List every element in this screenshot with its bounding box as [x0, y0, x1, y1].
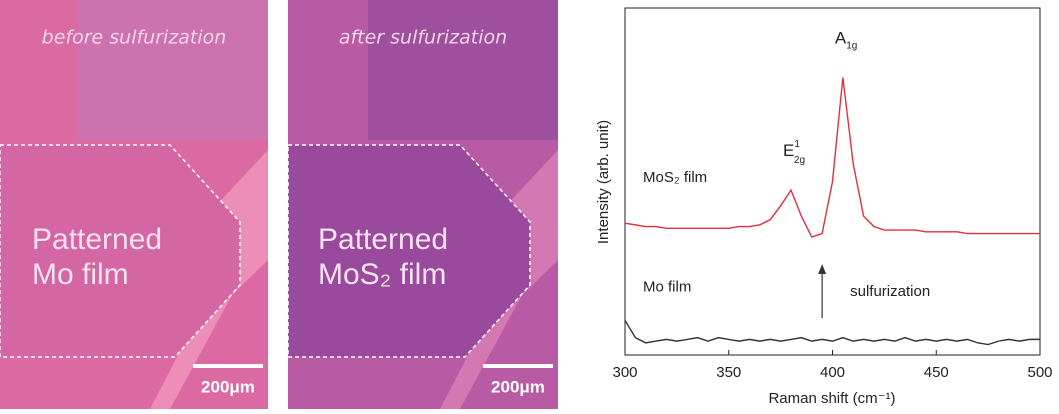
caption: after sulfurization: [339, 27, 507, 49]
series-line: [625, 320, 1040, 344]
micrograph-before: before sulfurization Patterned Mo film 2…: [0, 0, 268, 409]
peak-label-sub: 2g: [794, 155, 805, 166]
panel-label: Patterned: [32, 223, 162, 256]
x-tick-label: 500: [1027, 364, 1052, 381]
peak-label-main: E: [783, 142, 794, 161]
caption: before sulfurization: [42, 27, 227, 49]
panel-label: Mo film: [32, 258, 129, 291]
x-tick-label: 350: [716, 364, 741, 381]
scale-bar-label: 200μm: [201, 377, 255, 396]
x-tick-label: 300: [612, 364, 637, 381]
panel-label: MoS₂ film: [318, 258, 446, 291]
annotation-arrowhead: [818, 264, 826, 274]
peak-label-sub: 1g: [846, 40, 857, 51]
x-axis-label: Raman shift (cm⁻¹): [768, 390, 895, 407]
series-label: Mo film: [643, 278, 691, 295]
peak-label-main: A: [835, 29, 847, 48]
series-line: [625, 77, 1040, 237]
x-tick-label: 400: [820, 364, 845, 381]
figure: before sulfurization Patterned Mo film 2…: [0, 0, 1059, 409]
peak-label: A1g: [835, 29, 857, 51]
panel-label: Patterned: [318, 223, 448, 256]
annotation: sulfurization: [850, 283, 930, 300]
peak-label-sup: 1: [794, 139, 800, 150]
micrograph-after: after sulfurization Patterned MoS₂ film …: [288, 0, 558, 409]
scale-bar-label: 200μm: [491, 377, 545, 396]
peak-label: E1 2g: [783, 139, 805, 166]
y-axis-label: Intensity (arb. unit): [595, 120, 612, 244]
x-tick-label: 450: [924, 364, 949, 381]
series-label: MoS₂ film: [643, 169, 707, 186]
